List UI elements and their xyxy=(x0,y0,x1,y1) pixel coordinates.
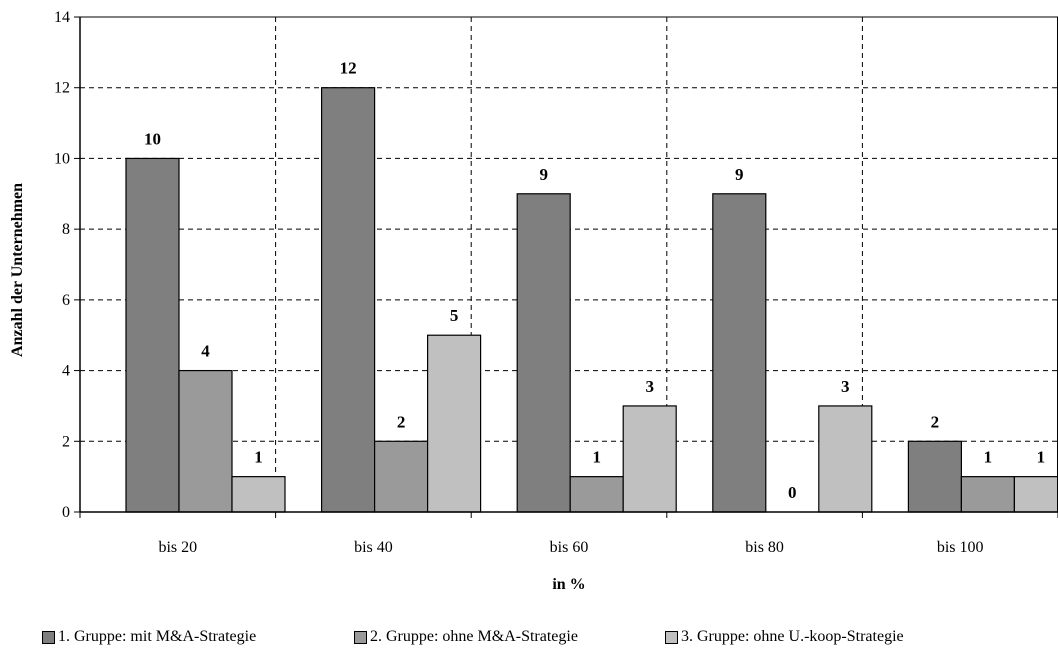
y-tick-label: 14 xyxy=(54,9,70,26)
y-tick-label: 8 xyxy=(62,221,70,238)
x-tick-label: bis 40 xyxy=(354,539,393,556)
data-label: 5 xyxy=(450,306,459,325)
legend-swatch xyxy=(665,630,678,644)
bar-series1-5 xyxy=(907,440,963,513)
y-tick-label: 10 xyxy=(54,150,70,167)
bar-series2-2 xyxy=(374,440,429,513)
bar-series1-3 xyxy=(516,193,571,513)
bar-series3-1 xyxy=(231,476,286,513)
data-label: 3 xyxy=(645,377,654,396)
legend-swatch xyxy=(42,630,55,644)
legend-label: 3. Gruppe: ohne U.-koop-Strategie xyxy=(681,628,904,645)
data-label: 4 xyxy=(201,342,210,361)
data-label: 2 xyxy=(931,412,940,431)
bar-series1-1 xyxy=(125,157,180,513)
bar-series2-3 xyxy=(569,476,624,513)
data-label: 9 xyxy=(735,165,744,184)
y-tick-label: 2 xyxy=(62,433,70,450)
legend-item-series3: 3. Gruppe: ohne U.-koop-Strategie xyxy=(665,628,904,646)
bar-series3-4 xyxy=(818,405,873,513)
x-axis-title: in % xyxy=(552,576,585,593)
bar-series3-5 xyxy=(1013,476,1058,513)
bar-series2-1 xyxy=(178,369,233,513)
data-label: 1 xyxy=(592,448,601,467)
bar-series2-5 xyxy=(960,476,1016,513)
x-tick-label: bis 100 xyxy=(937,539,984,556)
y-tick-label: 6 xyxy=(62,292,70,309)
bar-series1-4 xyxy=(712,193,767,513)
data-label: 12 xyxy=(340,59,357,78)
y-tick-label: 12 xyxy=(54,80,70,97)
y-tick-label: 0 xyxy=(62,504,70,521)
bars xyxy=(125,87,1058,513)
data-label: 1 xyxy=(984,448,993,467)
legend-item-series2: 2. Gruppe: ohne M&A-Strategie xyxy=(354,628,578,646)
data-label: 2 xyxy=(397,412,406,431)
x-tick-label: bis 20 xyxy=(158,539,197,556)
legend-label: 1. Gruppe: mit M&A-Strategie xyxy=(58,628,257,645)
legend-item-series1: 1. Gruppe: mit M&A-Strategie xyxy=(42,628,256,646)
data-label: 0 xyxy=(788,483,797,502)
bar-series1-2 xyxy=(321,87,376,513)
bar-series3-2 xyxy=(427,334,482,513)
y-axis-title: Anzahl der Unternehmen xyxy=(9,183,26,357)
bar-series3-3 xyxy=(622,405,677,513)
y-tick-label: 4 xyxy=(62,363,70,380)
legend-label: 2. Gruppe: ohne M&A-Strategie xyxy=(370,628,578,645)
data-label: 9 xyxy=(539,165,548,184)
data-label: 1 xyxy=(254,448,263,467)
data-label: 1 xyxy=(1037,448,1046,467)
data-label: 3 xyxy=(841,377,850,396)
legend: 1. Gruppe: mit M&A-Strategie 2. Gruppe: o… xyxy=(0,628,1058,648)
data-label: 10 xyxy=(144,129,161,148)
legend-swatch xyxy=(354,630,367,644)
x-tick-label: bis 80 xyxy=(745,539,784,556)
x-tick-label: bis 60 xyxy=(550,539,589,556)
